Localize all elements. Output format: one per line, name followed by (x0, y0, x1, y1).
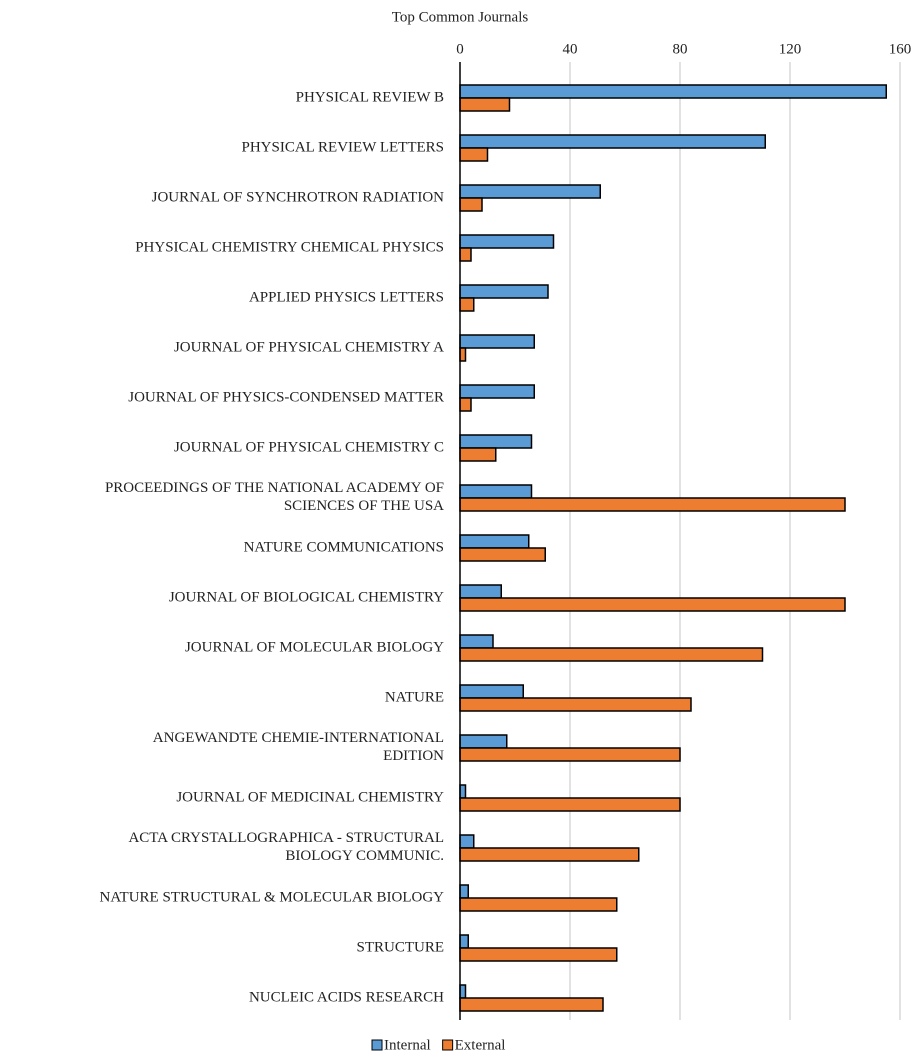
x-tick-label: 160 (889, 41, 912, 57)
legend-label: Internal (384, 1037, 431, 1053)
bar (459, 997, 604, 1012)
bar (459, 984, 467, 999)
y-tick-label: JOURNAL OF PHYSICAL CHEMISTRY A (174, 339, 444, 355)
y-tick-label: JOURNAL OF MEDICINAL CHEMISTRY (176, 789, 444, 805)
bar (459, 434, 533, 449)
legend-swatch (371, 1039, 383, 1051)
bar (459, 834, 475, 849)
bar (459, 497, 846, 512)
bar (459, 784, 467, 799)
bar (459, 847, 640, 862)
y-tick-label: STRUCTURE (356, 939, 444, 955)
y-tick-label: NATURE STRUCTURAL & MOLECULAR BIOLOGY (100, 889, 445, 905)
x-tick-label: 80 (673, 41, 688, 57)
bar (459, 84, 887, 99)
bar (459, 747, 681, 762)
y-tick-label: JOURNAL OF MOLECULAR BIOLOGY (185, 639, 444, 655)
y-tick-label: JOURNAL OF BIOLOGICAL CHEMISTRY (169, 589, 444, 605)
chart-title: Top Common Journals (392, 9, 529, 25)
bar (459, 947, 618, 962)
bar (459, 247, 472, 262)
y-tick-label: JOURNAL OF SYNCHROTRON RADIATION (152, 189, 445, 205)
y-tick-label: JOURNAL OF PHYSICS-CONDENSED MATTER (128, 389, 444, 405)
x-tick-label: 120 (779, 41, 802, 57)
bar (459, 934, 469, 949)
bar (459, 547, 546, 562)
legend-swatch (442, 1039, 454, 1051)
bar (459, 684, 524, 699)
y-tick-label: NATURE COMMUNICATIONS (244, 539, 444, 555)
bar (459, 734, 508, 749)
y-tick-label: NUCLEIC ACIDS RESEARCH (249, 989, 444, 1005)
y-tick-label: JOURNAL OF PHYSICAL CHEMISTRY C (174, 439, 444, 455)
bar (459, 397, 472, 412)
legend-label: External (455, 1037, 506, 1053)
bar (459, 884, 469, 899)
bar (459, 647, 764, 662)
bar (459, 134, 766, 149)
bar (459, 484, 533, 499)
bar (459, 534, 530, 549)
bar (459, 97, 511, 112)
y-tick-label: ACTA CRYSTALLOGRAPHICA - STRUCTURAL BIOLO… (128, 830, 444, 864)
bar (459, 634, 494, 649)
y-tick-label: ANGEWANDTE CHEMIE-INTERNATIONAL EDITION (153, 730, 444, 764)
y-tick-label: APPLIED PHYSICS LETTERS (249, 289, 444, 305)
bar (459, 297, 475, 312)
y-tick-label: NATURE (385, 689, 444, 705)
bar (459, 897, 618, 912)
bar (459, 334, 535, 349)
x-tick-label: 40 (563, 41, 578, 57)
bar (459, 584, 502, 599)
y-tick-label: PHYSICAL REVIEW B (296, 89, 444, 105)
bar (459, 697, 692, 712)
bar (459, 347, 467, 362)
y-tick-label: PHYSICAL CHEMISTRY CHEMICAL PHYSICS (135, 239, 444, 255)
bar (459, 447, 497, 462)
bar (459, 184, 601, 199)
x-tick-label: 0 (456, 41, 464, 57)
bar (459, 234, 555, 249)
y-tick-label: PHYSICAL REVIEW LETTERS (242, 139, 445, 155)
bar (459, 147, 489, 162)
y-tick-label: PROCEEDINGS OF THE NATIONAL ACADEMY OF SC… (105, 480, 444, 514)
bar (459, 797, 681, 812)
bar (459, 284, 549, 299)
bar (459, 197, 483, 212)
bar (459, 384, 535, 399)
bar (459, 597, 846, 612)
